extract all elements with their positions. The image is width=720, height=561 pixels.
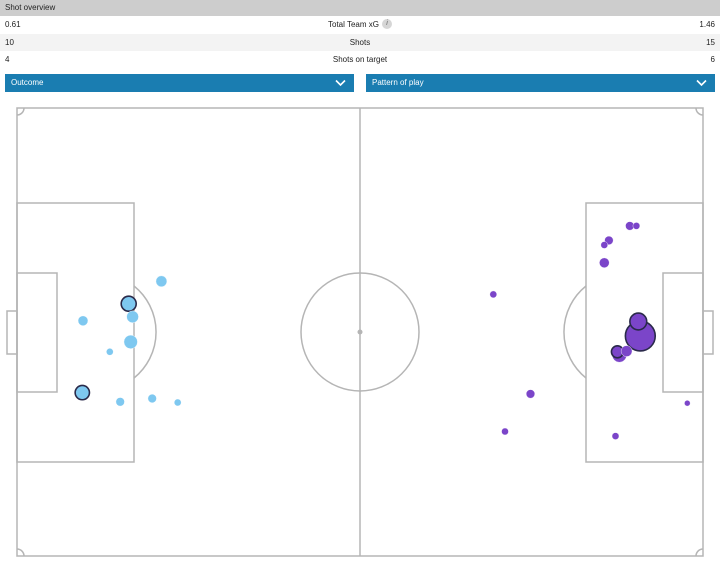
pitch-markings bbox=[6, 107, 714, 557]
home-shot-marker[interactable] bbox=[173, 398, 182, 407]
away-xg-value: 1.46 bbox=[699, 20, 715, 29]
home-shot-marker[interactable] bbox=[115, 397, 125, 407]
home-shot-marker[interactable] bbox=[126, 310, 139, 323]
stat-row-shots-on-target: 4 Shots on target 6 bbox=[0, 51, 720, 68]
away-shot-marker[interactable] bbox=[632, 222, 641, 230]
centre-circle bbox=[300, 272, 420, 392]
home-shot-marker[interactable] bbox=[74, 384, 91, 401]
right-six-yard-box bbox=[662, 272, 704, 393]
home-xg-value: 0.61 bbox=[5, 20, 21, 29]
away-shot-marker[interactable] bbox=[599, 257, 610, 268]
info-icon[interactable]: i bbox=[381, 18, 392, 29]
chevron-down-icon bbox=[696, 79, 707, 87]
away-shot-marker[interactable] bbox=[684, 400, 691, 407]
stat-label-shots-on-target: Shots on target bbox=[332, 55, 388, 64]
home-shot-marker[interactable] bbox=[106, 348, 114, 356]
stat-label-xg: Total Team xG i bbox=[0, 16, 720, 33]
stat-label-shots: Shots bbox=[349, 38, 371, 47]
left-penalty-area bbox=[16, 202, 135, 463]
section-title: Shot overview bbox=[5, 3, 56, 12]
right-goal bbox=[702, 310, 714, 355]
corner-arc-bottom-right bbox=[695, 548, 704, 557]
away-shots-on-target-value: 6 bbox=[710, 55, 715, 64]
outcome-dropdown-label: Outcome bbox=[11, 78, 44, 87]
left-penalty-arc bbox=[133, 285, 157, 379]
centre-spot bbox=[357, 329, 363, 335]
stat-row-shots: 10 Shots 15 bbox=[0, 34, 720, 51]
stat-label-xg-text: Total Team xG bbox=[328, 20, 379, 29]
pattern-of-play-dropdown[interactable]: Pattern of play bbox=[366, 74, 715, 92]
stat-row-xg: 0.61 Total Team xG i 1.46 bbox=[0, 16, 720, 33]
home-shot-marker[interactable] bbox=[147, 393, 157, 404]
right-penalty-arc bbox=[563, 285, 587, 379]
outcome-dropdown[interactable]: Outcome bbox=[5, 74, 354, 92]
home-shots-value: 10 bbox=[5, 38, 14, 47]
home-shot-marker[interactable] bbox=[155, 275, 168, 288]
away-shot-marker[interactable] bbox=[525, 389, 536, 399]
section-header: Shot overview bbox=[0, 0, 720, 16]
away-shots-value: 15 bbox=[706, 38, 715, 47]
home-shot-marker[interactable] bbox=[123, 334, 138, 349]
away-shot-marker[interactable] bbox=[629, 312, 648, 331]
corner-arc-top-left bbox=[16, 107, 25, 116]
away-shot-marker[interactable] bbox=[489, 290, 497, 299]
shot-map-pitch bbox=[6, 107, 714, 557]
chevron-down-icon bbox=[335, 79, 346, 87]
home-shots-on-target-value: 4 bbox=[5, 55, 10, 64]
corner-arc-bottom-left bbox=[16, 548, 25, 557]
away-shot-marker[interactable] bbox=[611, 432, 620, 440]
pattern-of-play-dropdown-label: Pattern of play bbox=[372, 78, 424, 87]
away-shot-marker[interactable] bbox=[600, 241, 608, 249]
away-shot-marker[interactable] bbox=[620, 345, 633, 357]
home-shot-marker[interactable] bbox=[77, 315, 89, 326]
corner-arc-top-right bbox=[695, 107, 704, 116]
left-goal bbox=[6, 310, 18, 355]
shots-layer bbox=[74, 221, 691, 440]
away-shot-marker[interactable] bbox=[501, 427, 509, 436]
home-shot-marker[interactable] bbox=[120, 295, 137, 312]
left-six-yard-box bbox=[16, 272, 58, 393]
